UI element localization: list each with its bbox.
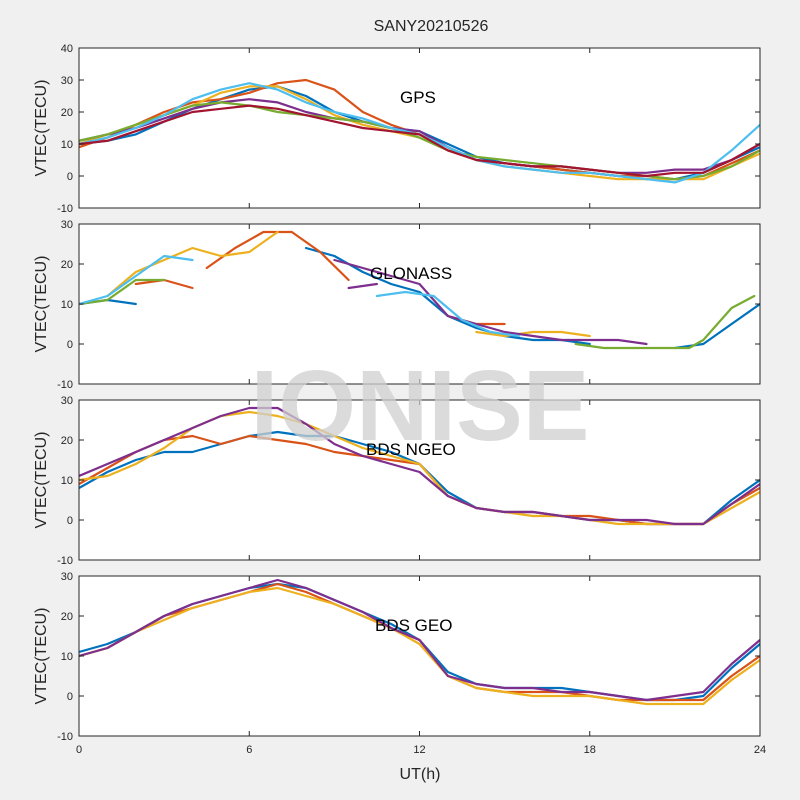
series-line-7 — [79, 104, 760, 178]
y-tick-label: 30 — [61, 395, 73, 407]
y-axis-label: VTEC(TECU) — [33, 80, 50, 177]
y-tick-label: 20 — [61, 259, 73, 271]
series-group — [79, 406, 760, 526]
series-line-7 — [106, 230, 279, 298]
x-tick-label: 12 — [413, 744, 425, 756]
y-tick-label: 10 — [61, 299, 73, 311]
series-line-4 — [79, 98, 760, 174]
y-axis-label: VTEC(TECU) — [33, 432, 50, 529]
series-line-11 — [79, 278, 166, 306]
series-line-12 — [574, 294, 756, 350]
y-tick-label: -10 — [57, 555, 73, 567]
panel-title: GPS — [400, 88, 436, 107]
series-line-3 — [673, 302, 760, 350]
panel-title: GLONASS — [370, 264, 452, 283]
series-line-14 — [375, 290, 520, 338]
series-group — [79, 230, 760, 350]
series-line-8 — [475, 330, 591, 338]
y-tick-label: 10 — [61, 139, 73, 151]
y-tick-label: 40 — [61, 43, 73, 55]
plot-area — [79, 576, 760, 736]
y-tick-label: 20 — [61, 107, 73, 119]
y-tick-label: 30 — [61, 571, 73, 583]
y-tick-label: -10 — [57, 379, 73, 391]
y-tick-label: 0 — [67, 171, 73, 183]
y-tick-label: 30 — [61, 219, 73, 231]
watermark: IONISE — [251, 350, 590, 462]
series-line-9 — [333, 258, 648, 346]
panel-title: BDS NGEO — [366, 440, 456, 459]
y-tick-label: 0 — [67, 339, 73, 351]
y-axis-label: VTEC(TECU) — [33, 608, 50, 705]
y-tick-label: 0 — [67, 691, 73, 703]
series-line-4 — [79, 578, 760, 702]
panel-2: -10 0 10 20 30 VTEC(TECU) GLONASS — [33, 219, 761, 391]
y-tick-label: 10 — [61, 475, 73, 487]
y-tick-label: 0 — [67, 515, 73, 527]
x-tick-label: 0 — [76, 744, 82, 756]
series-line-10 — [347, 282, 378, 290]
x-tick-label: 24 — [754, 744, 766, 756]
plot-area — [79, 48, 760, 208]
series-group — [79, 78, 760, 184]
y-tick-label: 10 — [61, 651, 73, 663]
panel-title: BDS GEO — [375, 616, 452, 635]
series-line-3 — [79, 586, 760, 706]
x-tick-label: 18 — [584, 744, 596, 756]
y-tick-label: -10 — [57, 203, 73, 215]
plot-area — [79, 224, 760, 384]
plot-area — [79, 400, 760, 560]
x-axis-label: UT(h) — [400, 766, 441, 783]
y-axis-label: VTEC(TECU) — [33, 256, 50, 353]
x-tick-label: 6 — [246, 744, 252, 756]
y-tick-label: 20 — [61, 435, 73, 447]
series-line-4 — [79, 406, 760, 526]
figure-title: SANY20210526 — [374, 18, 489, 35]
y-tick-label: -10 — [57, 731, 73, 743]
panel-3: -10 0 10 20 30 VTEC(TECU) BDS NGEO — [33, 395, 761, 567]
y-tick-label: 20 — [61, 611, 73, 623]
series-group — [79, 578, 760, 706]
series-line-13 — [79, 254, 194, 306]
y-tick-label: 30 — [61, 75, 73, 87]
panel-1: -10 0 10 20 30 40 VTEC(TECU) GPS — [33, 43, 761, 215]
